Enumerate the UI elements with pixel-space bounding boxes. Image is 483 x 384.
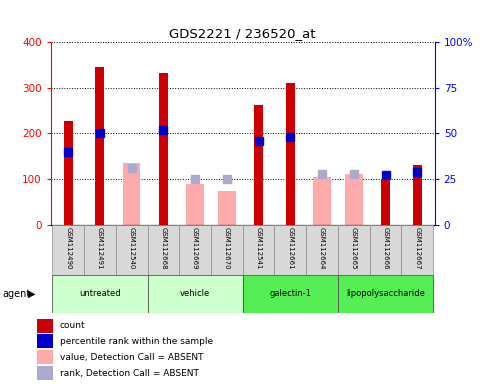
Bar — [381, 179, 390, 225]
Text: GSM112665: GSM112665 — [351, 227, 357, 270]
Bar — [242, 225, 274, 275]
Text: value, Detection Call = ABSENT: value, Detection Call = ABSENT — [60, 353, 203, 361]
Text: rank, Detection Call = ABSENT: rank, Detection Call = ABSENT — [60, 369, 199, 378]
Text: agent: agent — [2, 289, 30, 299]
Bar — [123, 163, 141, 225]
Bar — [38, 366, 53, 381]
Bar — [38, 350, 53, 364]
Bar — [369, 225, 401, 275]
Bar — [211, 225, 242, 275]
Bar — [186, 184, 204, 225]
Text: ▶: ▶ — [28, 289, 36, 299]
Bar — [96, 67, 104, 225]
Text: GSM112668: GSM112668 — [160, 227, 166, 270]
Bar — [313, 177, 331, 225]
Text: lipopolysaccharide: lipopolysaccharide — [346, 289, 425, 298]
Bar — [242, 275, 338, 313]
Text: untreated: untreated — [79, 289, 121, 298]
Bar — [254, 105, 263, 225]
Text: GSM112490: GSM112490 — [65, 227, 71, 270]
Bar — [401, 225, 433, 275]
Bar — [116, 225, 147, 275]
Bar — [147, 275, 242, 313]
Bar — [274, 225, 306, 275]
Text: percentile rank within the sample: percentile rank within the sample — [60, 337, 213, 346]
Text: GSM112541: GSM112541 — [256, 227, 262, 270]
Bar — [338, 275, 433, 313]
Bar — [38, 334, 53, 349]
Text: GSM112670: GSM112670 — [224, 227, 230, 270]
Text: GSM112491: GSM112491 — [97, 227, 103, 270]
Bar — [338, 225, 369, 275]
Bar — [345, 174, 363, 225]
Text: GSM112664: GSM112664 — [319, 227, 325, 270]
Text: count: count — [60, 321, 85, 330]
Bar — [306, 225, 338, 275]
Text: GSM112661: GSM112661 — [287, 227, 293, 270]
Text: vehicle: vehicle — [180, 289, 210, 298]
Bar — [38, 319, 53, 333]
Title: GDS2221 / 236520_at: GDS2221 / 236520_at — [170, 26, 316, 40]
Text: GSM112666: GSM112666 — [383, 227, 388, 270]
Bar — [64, 121, 72, 225]
Bar — [286, 83, 295, 225]
Bar — [84, 225, 116, 275]
Text: GSM112667: GSM112667 — [414, 227, 420, 270]
Text: galectin-1: galectin-1 — [270, 289, 312, 298]
Bar — [159, 73, 168, 225]
Bar — [179, 225, 211, 275]
Bar — [147, 225, 179, 275]
Bar — [52, 275, 147, 313]
Text: GSM112669: GSM112669 — [192, 227, 198, 270]
Bar — [218, 191, 236, 225]
Text: GSM112540: GSM112540 — [128, 227, 135, 270]
Bar — [52, 225, 84, 275]
Bar — [413, 166, 422, 225]
